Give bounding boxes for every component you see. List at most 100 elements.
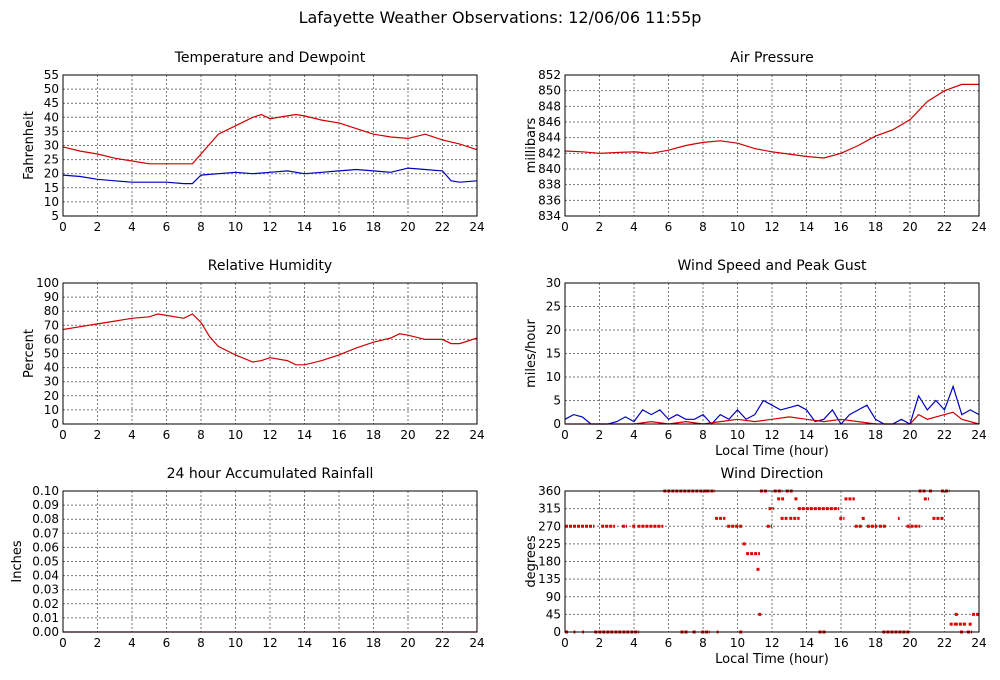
y-tick-label: 90 <box>44 290 59 304</box>
x-axis-label: Local Time (hour) <box>715 444 829 459</box>
y-tick-label: 20 <box>546 323 561 337</box>
y-tick-label: 850 <box>538 84 561 98</box>
x-tick-label: 18 <box>366 636 381 650</box>
x-tick-label: 18 <box>366 428 381 442</box>
x-tick-label: 12 <box>262 636 277 650</box>
panel-title: Wind Speed and Peak Gust <box>678 258 867 274</box>
y-tick-label: 0.00 <box>32 625 59 639</box>
x-tick-label: 22 <box>435 636 450 650</box>
x-tick-label: 10 <box>730 428 745 442</box>
x-tick-label: 14 <box>799 428 814 442</box>
y-tick-label: 315 <box>538 502 561 516</box>
chart-panel-4: 0 2 4 6 8 10 12 14 16 18 20 22 240.000.010.020.030.0… <box>10 466 485 650</box>
x-tick-label: 24 <box>971 220 986 234</box>
x-tick-label: 14 <box>799 220 814 234</box>
x-tick-label: 14 <box>297 428 312 442</box>
y-tick-label: 80 <box>44 304 59 318</box>
plot-frame <box>564 74 980 217</box>
x-tick-label: 6 <box>163 636 171 650</box>
x-tick-label: 16 <box>833 636 848 650</box>
x-tick-label: 18 <box>868 428 883 442</box>
y-tick-label: 0 <box>553 625 561 639</box>
x-tick-label: 12 <box>262 428 277 442</box>
y-tick-label: 5 <box>51 209 59 223</box>
x-tick-label: 16 <box>833 428 848 442</box>
x-tick-label: 20 <box>400 220 415 234</box>
panel-title: Temperature and Dewpoint <box>174 50 366 66</box>
x-tick-label: 20 <box>400 428 415 442</box>
y-tick-label: 30 <box>44 139 59 153</box>
x-tick-label: 6 <box>665 428 673 442</box>
y-tick-label: 45 <box>44 96 59 110</box>
series-line-0 <box>564 83 979 159</box>
y-axis-label: millibars <box>524 118 539 174</box>
x-tick-label: 2 <box>596 220 604 234</box>
y-tick-label: 50 <box>44 347 59 361</box>
y-tick-label: 55 <box>44 68 59 82</box>
y-tick-label: 0.04 <box>32 569 59 583</box>
x-tick-label: 16 <box>331 428 346 442</box>
x-tick-label: 10 <box>228 636 243 650</box>
y-tick-label: 270 <box>538 519 561 533</box>
x-tick-label: 24 <box>469 220 484 234</box>
x-tick-label: 24 <box>469 428 484 442</box>
chart-panel-2: 0 2 4 6 8 10 12 14 16 18 20 22 240102030405060708090… <box>22 258 485 442</box>
x-tick-label: 24 <box>469 636 484 650</box>
y-tick-label: 846 <box>538 115 561 129</box>
y-tick-label: 360 <box>538 484 561 498</box>
x-tick-label: 18 <box>868 220 883 234</box>
x-tick-label: 8 <box>699 220 707 234</box>
chart-panel-5: 0 2 4 6 8 10 12 14 16 18 20 22 240459013518022527031… <box>524 466 987 667</box>
y-tick-label: 848 <box>538 99 561 113</box>
y-tick-label: 0.03 <box>32 583 59 597</box>
y-axis-label: Percent <box>22 329 37 378</box>
chart-panel-0: 0 2 4 6 8 10 12 14 16 18 20 22 245101520253035404550… <box>22 50 485 234</box>
x-tick-label: 8 <box>699 636 707 650</box>
y-tick-label: 0 <box>553 417 561 431</box>
x-tick-label: 24 <box>971 428 986 442</box>
x-tick-label: 2 <box>596 636 604 650</box>
x-tick-label: 6 <box>163 428 171 442</box>
y-tick-label: 25 <box>44 153 59 167</box>
plot-frame <box>62 490 478 633</box>
x-tick-label: 8 <box>197 220 205 234</box>
y-tick-label: 834 <box>538 209 561 223</box>
x-tick-label: 4 <box>630 428 638 442</box>
y-tick-label: 0.01 <box>32 611 59 625</box>
plot-frame <box>564 282 980 425</box>
x-tick-label: 22 <box>937 428 952 442</box>
x-axis-label: Local Time (hour) <box>715 652 829 667</box>
y-tick-label: 70 <box>44 318 59 332</box>
x-tick-label: 22 <box>435 428 450 442</box>
y-tick-label: 0.06 <box>32 540 59 554</box>
y-tick-label: 30 <box>546 276 561 290</box>
y-tick-label: 50 <box>44 82 59 96</box>
y-tick-label: 842 <box>538 146 561 160</box>
x-tick-label: 6 <box>665 636 673 650</box>
x-tick-label: 18 <box>868 636 883 650</box>
y-tick-label: 852 <box>538 68 561 82</box>
x-tick-label: 22 <box>435 220 450 234</box>
x-tick-label: 6 <box>163 220 171 234</box>
panel-title: 24 hour Accumulated Rainfall <box>167 466 374 482</box>
y-tick-label: 25 <box>546 300 561 314</box>
x-tick-label: 4 <box>630 220 638 234</box>
y-axis-label: miles/hour <box>524 318 539 387</box>
y-axis-label: degrees <box>524 535 539 588</box>
y-tick-label: 836 <box>538 193 561 207</box>
plot-frame <box>62 282 478 425</box>
y-tick-label: 5 <box>553 394 561 408</box>
x-tick-label: 0 <box>59 220 67 234</box>
y-tick-label: 0.07 <box>32 526 59 540</box>
x-tick-label: 20 <box>902 428 917 442</box>
x-tick-label: 4 <box>128 220 136 234</box>
x-tick-label: 4 <box>128 428 136 442</box>
chart-panel-1: 0 2 4 6 8 10 12 14 16 18 20 22 248348368388408428448… <box>524 50 987 234</box>
y-axis-label: Inches <box>10 540 25 582</box>
y-tick-label: 10 <box>44 195 59 209</box>
y-tick-label: 15 <box>44 181 59 195</box>
y-tick-label: 225 <box>538 537 561 551</box>
x-tick-label: 16 <box>331 636 346 650</box>
x-tick-label: 16 <box>833 220 848 234</box>
y-tick-label: 90 <box>546 590 561 604</box>
